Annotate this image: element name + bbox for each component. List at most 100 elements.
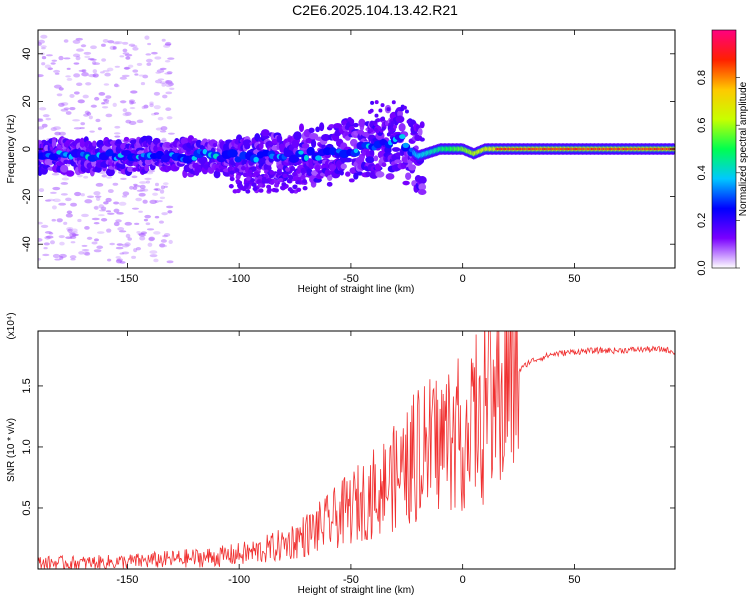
spectrogram-speckle bbox=[52, 198, 61, 203]
spectrogram-speckle bbox=[138, 210, 143, 213]
spectrogram-speckle bbox=[81, 244, 88, 247]
spectrogram-speckle bbox=[131, 207, 140, 210]
snr-y-tick-label: 0.5 bbox=[21, 500, 33, 515]
spectrogram-cell bbox=[269, 170, 275, 175]
spectrogram-speckle bbox=[93, 221, 100, 225]
spectrogram-cell bbox=[380, 103, 385, 108]
spectrogram-speckle bbox=[165, 79, 170, 84]
spectrogram-speckle bbox=[119, 252, 125, 255]
spectrogram-y-tick-label: 40 bbox=[21, 48, 33, 60]
spectrogram-speckle bbox=[115, 246, 124, 250]
spectrogram-speckle bbox=[165, 205, 174, 209]
spectrogram-speckle bbox=[70, 202, 77, 207]
spectrogram-cell bbox=[394, 159, 402, 164]
spectrogram-speckle bbox=[107, 189, 114, 194]
spectrogram-speckle bbox=[166, 71, 173, 75]
spectrogram-speckle bbox=[61, 177, 69, 181]
spectrogram-speckle bbox=[97, 231, 105, 234]
spectrogram-cell bbox=[390, 120, 395, 125]
spectrogram-speckle bbox=[146, 62, 152, 66]
spectrogram-cell bbox=[247, 169, 253, 174]
spectrogram-speckle bbox=[145, 58, 153, 63]
spectrogram-speckle bbox=[65, 213, 73, 218]
spectrogram-speckle bbox=[73, 62, 80, 65]
spectrogram-speckle bbox=[83, 51, 92, 55]
spectrogram-speckle bbox=[144, 177, 152, 180]
spectrogram-speckle bbox=[72, 119, 80, 122]
spectrogram-cell bbox=[365, 156, 375, 164]
spectrogram-core bbox=[298, 150, 304, 155]
spectrogram-speckle bbox=[87, 57, 95, 61]
spectrogram-speckle bbox=[161, 83, 166, 87]
spectrogram-cell bbox=[375, 171, 385, 178]
spectrogram-cell bbox=[292, 171, 298, 177]
spectrogram-speckle bbox=[148, 236, 156, 241]
snr-panel: -150 -100 -50 0 50 0.5 1.0 1.5 Height of strai… bbox=[6, 312, 676, 596]
spectrogram-cell bbox=[345, 171, 351, 177]
spectrogram-speckle bbox=[69, 255, 77, 259]
spectrogram-speckle bbox=[146, 171, 154, 175]
colorbar: 0.0 0.2 0.4 0.6 0.8 Normalized spectral ampl… bbox=[696, 29, 749, 276]
spectrogram-cell bbox=[258, 142, 264, 150]
spectrogram-cell bbox=[51, 139, 57, 149]
snr-x-tick-label: 50 bbox=[568, 574, 580, 586]
spectrogram-speckle bbox=[58, 87, 64, 91]
spectrogram-speckle bbox=[142, 199, 148, 204]
spectrogram-speckle bbox=[51, 205, 57, 210]
spectrogram-cell bbox=[276, 168, 282, 174]
spectrogram-speckle bbox=[149, 199, 157, 204]
spectrogram-speckle bbox=[74, 191, 82, 197]
spectrogram-heat-layer bbox=[38, 34, 675, 264]
spectrogram-cell bbox=[385, 173, 395, 180]
spectrogram-speckle bbox=[144, 214, 152, 219]
spectrogram-speckle bbox=[52, 186, 61, 191]
spectrogram-core bbox=[315, 155, 322, 161]
spectrogram-speckle bbox=[153, 105, 161, 110]
spectrogram-cell bbox=[378, 108, 383, 113]
spectrogram-speckle bbox=[147, 42, 152, 46]
spectrogram-core bbox=[202, 148, 208, 155]
spectrogram-cell bbox=[340, 163, 347, 170]
spectrogram-speckle bbox=[41, 62, 46, 66]
spectrogram-core bbox=[353, 148, 359, 154]
spectrogram-speckle bbox=[129, 107, 136, 110]
spectrogram-cell bbox=[285, 167, 291, 172]
spectrogram-speckle bbox=[80, 193, 85, 197]
spectrogram-speckle bbox=[49, 191, 57, 194]
colorbar-tick-label: 0.0 bbox=[696, 260, 708, 275]
spectrogram-speckle bbox=[97, 127, 102, 131]
spectrogram-cell bbox=[343, 157, 353, 163]
spectrogram-cell bbox=[398, 123, 406, 132]
colorbar-tick-label: 0.8 bbox=[696, 70, 708, 85]
spectrogram-speckle bbox=[92, 69, 98, 74]
chart-title: C2E6.2025.104.13.42.R21 bbox=[292, 2, 458, 18]
spectrogram-speckle bbox=[153, 258, 159, 263]
spectrogram-cell bbox=[302, 179, 308, 184]
spectrogram-speckle bbox=[87, 195, 95, 199]
spectrogram-speckle bbox=[116, 243, 123, 246]
spectrogram-speckle bbox=[162, 94, 168, 99]
spectrogram-speckle bbox=[112, 182, 119, 186]
spectrogram-cell bbox=[92, 140, 97, 147]
spectrogram-speckle bbox=[66, 67, 71, 70]
spectrogram-speckle bbox=[75, 37, 83, 41]
spectrogram-speckle bbox=[114, 41, 123, 45]
spectrogram-cell bbox=[249, 177, 255, 183]
spectrogram-speckle bbox=[138, 74, 145, 77]
spectrogram-speckle bbox=[131, 175, 138, 179]
spectrogram-speckle bbox=[128, 120, 137, 126]
spectrogram-speckle bbox=[145, 180, 151, 184]
spectrogram-speckle bbox=[76, 82, 83, 87]
spectrogram-speckle bbox=[69, 106, 76, 111]
spectrogram-cell bbox=[292, 184, 298, 190]
spectrogram-speckle bbox=[40, 45, 47, 49]
spectrogram-speckle bbox=[94, 195, 102, 198]
spectrogram-speckle bbox=[73, 91, 80, 95]
spectrogram-speckle bbox=[105, 197, 112, 203]
spectrogram-cell bbox=[244, 182, 250, 187]
spectrogram-speckle bbox=[149, 250, 158, 254]
spectrogram-speckle bbox=[119, 261, 126, 264]
spectrogram-cell bbox=[195, 139, 203, 148]
spectrogram-speckle bbox=[104, 72, 111, 77]
spectrogram-cell bbox=[273, 179, 279, 184]
